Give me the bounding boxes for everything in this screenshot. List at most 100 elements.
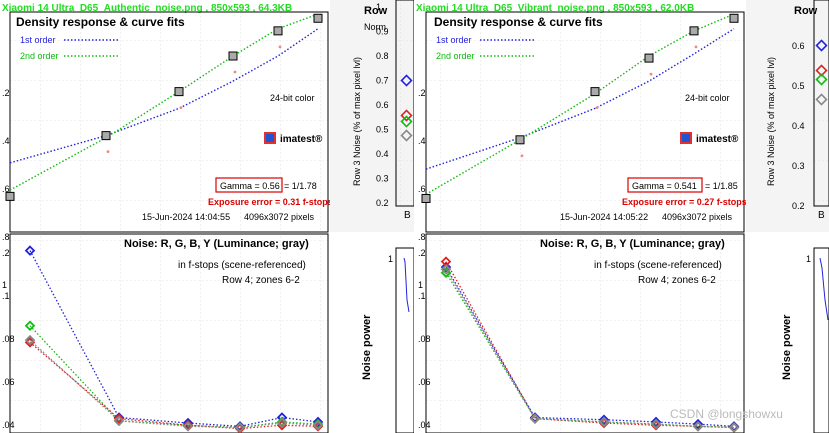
side1-ytick: 0.3 <box>376 174 389 184</box>
residual-point <box>278 45 282 49</box>
panel-vibrant: Xiaomi 14 Ultra_D65_Vibrant_noise.png , … <box>414 0 747 433</box>
side2-xlabel: B <box>818 210 825 221</box>
noise-ytick: .1 <box>2 291 10 301</box>
density-ytick: .2 <box>418 88 426 98</box>
legend: 1st order 2nd order <box>20 35 118 61</box>
gamma-suffix: = 1/1.78 <box>284 181 317 191</box>
series-2nd-order <box>9 13 319 191</box>
legend-2nd-order: 2nd order <box>436 51 475 61</box>
noise-point-Y <box>234 422 246 433</box>
svg-text:imatest®: imatest® <box>280 134 323 145</box>
noise-point-B <box>182 417 194 429</box>
density-plot-area <box>9 11 329 233</box>
color-note: 24-bit color <box>685 93 730 103</box>
noise-plot-area <box>425 233 745 433</box>
noise-ytick: .06 <box>2 377 15 387</box>
measured-point <box>101 131 111 141</box>
noise-point-Y <box>312 419 324 431</box>
measured-point <box>590 87 600 97</box>
noise-series-B <box>29 250 319 428</box>
noise-point-G <box>24 320 36 332</box>
svg-text:imatest®: imatest® <box>696 134 739 145</box>
noise-point-Y <box>276 417 288 429</box>
noise-point-Y <box>692 421 704 432</box>
noise-line2: Row 4; zones 6-2 <box>638 275 716 286</box>
side1-noise-ylabel: Noise power <box>361 314 373 380</box>
side1-subtitle: Norm <box>364 22 386 32</box>
measured-point <box>421 193 431 203</box>
measured-point <box>729 13 739 23</box>
side1-noise-tick: 1 <box>388 254 393 264</box>
measured-point <box>5 191 15 201</box>
side-panel-1: Row Norm Row 3 Noise (% of max pixel lvl… <box>330 0 415 433</box>
side2-noise-tick: 1 <box>806 254 811 264</box>
side2-ylabel: Row 3 Noise (% of max pixel lvl) <box>766 57 776 186</box>
side1-noise-plot <box>395 247 415 433</box>
density-ytick: .4 <box>418 136 426 146</box>
noise-point-Y <box>650 418 662 430</box>
imatest-logo: imatest® <box>680 132 739 145</box>
residual-point <box>233 70 237 74</box>
legend: 1st order 2nd order <box>436 35 534 61</box>
side2-noise-ylabel: Noise power <box>781 314 793 380</box>
density-title: Density response & curve fits <box>16 15 185 29</box>
gamma-value: Gamma = 0.541 <box>632 181 697 191</box>
noise-point-B <box>692 418 704 430</box>
side1-ylabel: Row 3 Noise (% of max pixel lvl) <box>352 57 362 186</box>
side2-markers <box>815 39 828 106</box>
noise-point-Y <box>728 422 740 433</box>
image-size: 4096x3072 pixels <box>662 212 733 222</box>
noise-ytick: .08 <box>418 334 431 344</box>
measured-point <box>273 26 283 36</box>
side1-markers <box>400 74 413 142</box>
noise-line2: Row 4; zones 6-2 <box>222 275 300 286</box>
noise-ytick: .1 <box>418 291 426 301</box>
watermark: CSDN @longshowxu <box>670 407 783 421</box>
noise-point-Y <box>440 264 452 275</box>
side2-ytick: 0.5 <box>792 81 805 91</box>
image-size: 4096x3072 pixels <box>244 212 315 222</box>
measured-point <box>515 135 525 145</box>
measured-point <box>313 13 323 23</box>
side1-ytick: 0.9 <box>376 27 389 37</box>
residual-point <box>649 72 653 76</box>
gamma-box <box>215 177 283 193</box>
side2-title: Row <box>794 5 818 17</box>
panel-authentic: Xiaomi 14 Ultra_D65_Authentic_noise.png … <box>0 0 333 433</box>
density-ytick: 1 <box>418 280 423 290</box>
noise-point-Y <box>24 334 36 346</box>
side1-ytick: 0.7 <box>376 76 389 86</box>
side2-ytick: 0.3 <box>792 161 805 171</box>
noise-point-R <box>113 413 125 424</box>
side2-noise-plot <box>813 247 829 433</box>
noise-point-B <box>24 245 36 256</box>
gamma-box <box>627 177 703 193</box>
noise-line1: in f-stops (scene-referenced) <box>178 260 306 271</box>
file-title: Xiaomi 14 Ultra_D65_Authentic_noise.png … <box>2 3 292 14</box>
noise-point-B <box>598 414 610 426</box>
file-title: Xiaomi 14 Ultra_D65_Vibrant_noise.png , … <box>416 3 694 14</box>
side1-title: Row <box>364 5 388 17</box>
measured-point <box>644 53 654 63</box>
noise-ytick: .2 <box>418 248 426 258</box>
noise-point-B <box>650 416 662 428</box>
side2-ytick: 0.4 <box>792 121 805 131</box>
legend-1st-order: 1st order <box>436 35 472 45</box>
exposure-error: Exposure error = 0.27 f-stops <box>622 197 747 207</box>
density-title: Density response & curve fits <box>434 15 603 29</box>
side1-ytick: 0.5 <box>376 125 389 135</box>
density-ytick: .6 <box>2 184 10 194</box>
noise-plot-area <box>9 233 329 433</box>
noise-point-Y <box>182 421 194 432</box>
density-ytick: .2 <box>2 88 10 98</box>
series-1st-order <box>9 28 319 164</box>
residual-point <box>179 106 183 110</box>
noise-ytick: .04 <box>2 420 15 430</box>
side1-ytick: 0.8 <box>376 51 389 61</box>
timestamp: 15-Jun-2024 14:05:22 <box>560 212 648 222</box>
noise-point-Y <box>529 413 541 424</box>
imatest-logo: imatest® <box>264 132 323 145</box>
noise-series-G <box>445 272 735 429</box>
noise-point-Y <box>113 415 125 427</box>
